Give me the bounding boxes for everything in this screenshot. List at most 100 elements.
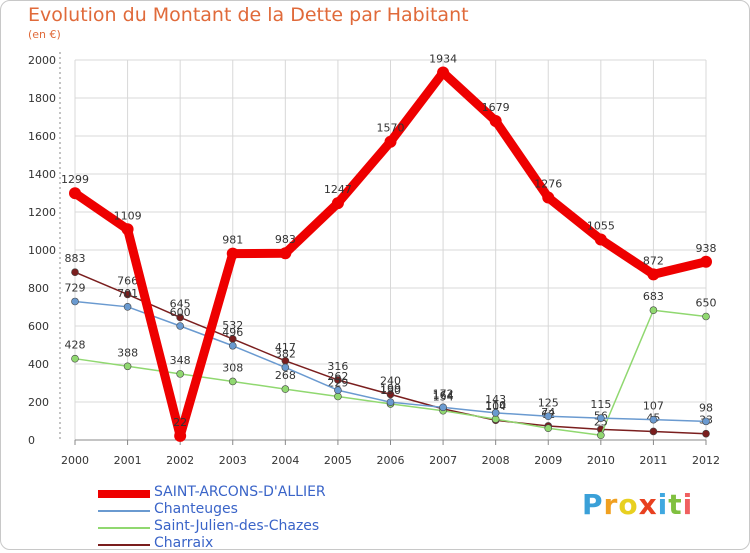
data-label: 983 [275,233,296,246]
data-point [702,312,710,321]
x-tick-label: 2001 [114,454,142,467]
data-point [491,409,500,417]
data-point [226,247,239,260]
data-point [176,322,184,330]
x-tick-label: 2007 [429,454,457,467]
data-point [174,429,187,442]
data-point [123,362,132,371]
data-label: 164 [433,389,454,402]
data-label: 1679 [482,101,510,114]
data-label: 766 [117,274,138,287]
data-label: 872 [643,254,664,267]
data-point [544,424,553,433]
data-label: 883 [65,252,86,265]
data-label: 172 [433,387,454,400]
data-point [437,66,450,79]
data-point [331,197,344,210]
data-label: 496 [222,326,243,339]
legend-swatch [98,527,150,529]
x-tick-label: 2010 [587,454,615,467]
data-point [489,114,502,127]
data-point [121,223,134,236]
x-tick-label: 2005 [324,454,352,467]
x-tick-label: 2002 [166,454,194,467]
x-tick-label: 2011 [639,454,667,467]
data-label: 938 [696,242,717,255]
x-tick-label: 2004 [271,454,299,467]
data-label: 1934 [429,53,457,66]
data-label: 1247 [324,183,352,196]
y-tick-label: 1000 [28,244,56,257]
data-label: 190 [380,384,401,397]
data-label: 316 [327,360,348,373]
x-tick-label: 2009 [534,454,562,467]
data-label: 199 [380,382,401,395]
data-label: 981 [222,234,243,247]
legend-label: Charraix [154,535,214,551]
data-point [700,255,712,268]
data-label: 115 [590,398,611,411]
legend-label: Chanteuges [154,501,238,517]
data-label: 683 [643,290,664,303]
data-point [334,392,342,401]
x-tick-label: 2012 [692,454,720,467]
data-label: 107 [643,400,664,413]
y-tick-label: 0 [28,434,35,447]
logo-letter: i [682,488,694,521]
data-point [281,385,290,393]
data-point [649,415,658,424]
data-label: 388 [117,346,138,359]
y-tick-label: 1600 [28,130,56,143]
data-point [69,187,81,200]
data-label: 154 [433,391,454,404]
data-label: 110 [485,399,506,412]
data-point [597,431,605,440]
data-point [228,341,237,350]
y-tick-label: 1400 [28,168,56,181]
data-point [71,268,79,277]
data-label: 1109 [114,209,142,222]
y-tick-label: 1800 [28,92,56,105]
data-label: 262 [327,370,348,383]
legend-label: Saint-Julien-des-Chazes [154,518,320,534]
data-point [228,377,237,386]
logo-letter: i [657,488,669,521]
data-label: 143 [485,393,506,406]
y-tick-label: 1200 [28,206,56,219]
data-point [123,303,132,311]
x-tick-label: 2000 [61,454,89,467]
data-point [542,191,555,204]
x-tick-label: 2003 [219,454,247,467]
logo-letter: o [618,488,639,521]
data-point [386,398,395,406]
data-point [281,363,290,372]
data-label: 645 [170,297,191,310]
data-point [386,390,395,399]
data-label: 268 [275,369,296,382]
data-point [597,414,605,422]
data-point [334,386,342,395]
data-label: 229 [327,376,348,389]
data-label: 701 [117,287,138,300]
data-point [176,313,184,322]
chart-subtitle: (en €) [28,28,61,41]
data-label: 532 [222,319,243,332]
logo-letter: r [603,488,619,521]
proxiti-logo: Proxiti [582,488,693,521]
data-label: 1055 [587,220,615,233]
data-label: 428 [65,339,86,352]
y-tick-label: 200 [28,396,49,409]
logo-letter: P [582,488,604,521]
data-label: 98 [699,401,713,414]
data-label: 240 [380,374,401,387]
data-point [702,429,710,438]
data-label: 417 [275,341,296,354]
data-label: 22 [173,416,187,429]
data-label: 382 [275,347,296,360]
y-tick-label: 400 [28,358,49,371]
data-point [71,354,79,363]
data-point [334,376,342,384]
legend-swatch [98,490,150,498]
